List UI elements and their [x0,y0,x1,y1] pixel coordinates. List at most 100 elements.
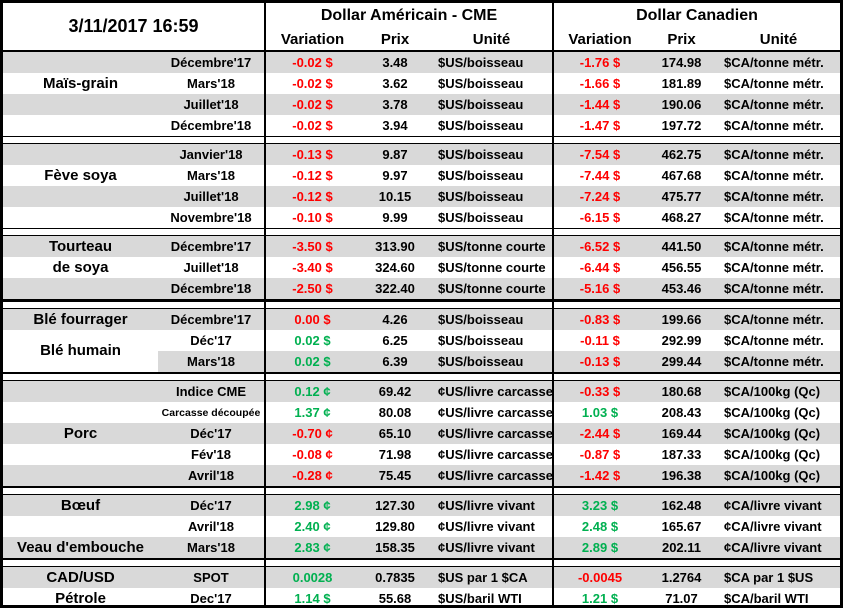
us-unit-cell: $US/boisseau [438,333,524,348]
category-cell: Porc [63,425,98,442]
category-cell [3,381,158,402]
separator-cell [3,488,264,494]
separator-cell [264,302,552,308]
section-separator [3,299,840,309]
table-row: Bœuf Déc'17 2.98 ¢ 127.30 ¢US/livre vivant 3.… [3,495,840,516]
us-unit-cell: $US/tonne courte [438,239,546,254]
contract-cell: Mars'18 [187,76,235,91]
us-price-cell: 3.48 [382,55,408,70]
us-variation-cell: 0.00 $ [264,309,359,330]
us-price-cell: 6.25 [382,333,408,348]
contract-cell: SPOT [193,570,229,585]
ca-unit-cell: $CA par 1 $US [724,570,814,585]
us-price-cell: 6.39 [382,354,408,369]
us-variation-cell: -0.02 $ [264,94,359,115]
ca-unit-cell: ¢CA/livre vivant [724,519,822,534]
ca-variation-column-header: Variation [552,28,646,50]
category-cell [3,94,158,115]
category-cell: Pétrole [55,590,106,607]
category-cell [3,186,158,207]
ca-variation-cell: 2.89 $ [552,537,646,558]
table-row: Blé humain Déc'17 0.02 $ 6.25 $US/boisseau -0… [3,330,840,359]
us-price-cell: 69.42 [378,384,412,399]
table-header: 3/11/2017 16:59 Dollar Américain - CME D… [3,3,840,52]
ca-price-cell: 174.98 [661,55,702,70]
us-price-cell: 158.35 [375,540,415,555]
us-unit-cell: $US/boisseau [438,97,524,112]
separator-cell [3,137,264,143]
category-cell [3,144,158,165]
category-cell [3,351,158,372]
separator-cell [552,137,840,143]
ca-variation-cell: -6.52 $ [552,236,646,257]
us-price-cell: 324.60 [375,260,415,275]
us-price-cell: 3.62 [382,76,408,91]
separator-cell [552,560,840,566]
ca-price-cell: 187.33 [661,447,702,462]
us-variation-cell: 2.40 ¢ [264,516,359,537]
us-price-cell: 80.08 [378,405,412,420]
separator-cell [264,488,552,494]
ca-unit-cell: $CA/100kg (Qc) [724,468,821,483]
ca-unit-cell: $CA/100kg (Qc) [724,447,821,462]
ca-unit-cell: $CA/tonne métr. [724,354,824,369]
us-unit-cell: $US/boisseau [438,55,524,70]
section-separator [3,136,840,144]
us-variation-cell: -0.12 $ [264,186,359,207]
contract-cell: Dec'17 [190,591,232,606]
contract-cell: Mars'18 [187,354,235,369]
category-cell: Blé fourrager [33,311,128,328]
table-row: Janvier'18 -0.13 $ 9.87 $US/boisseau -7.54 $… [3,144,840,165]
section-boeuf-veau: Bœuf Déc'17 2.98 ¢ 127.30 ¢US/livre vivant 3.… [3,495,840,558]
ca-price-cell: 165.67 [661,519,702,534]
us-variation-cell: 1.14 $ [264,588,359,605]
ca-variation-cell: -0.13 $ [552,351,646,372]
table-row: Maïs-grain Mars'18 -0.02 $ 3.62 $US/boisseau… [3,73,840,94]
contract-cell: Déc'17 [190,498,232,513]
us-unit-cell: ¢US/livre vivant [438,498,535,513]
table-row: Novembre'18 -0.10 $ 9.99 $US/boisseau -6.15 … [3,207,840,228]
ca-variation-cell: -0.33 $ [552,381,646,402]
ca-variation-cell: -7.44 $ [552,165,646,186]
ca-unit-cell: $CA/tonne métr. [724,312,824,327]
ca-dollar-section-title: Dollar Canadien [552,3,840,28]
section-separator [3,558,840,567]
contract-cell: Décembre'17 [170,312,252,327]
us-variation-cell: -0.10 $ [264,207,359,228]
ca-unit-cell: ¢CA/livre vivant [724,540,822,555]
ca-price-cell: 197.72 [661,118,702,133]
us-variation-cell: -0.28 ¢ [264,465,359,486]
table-row: Juillet'18 -0.02 $ 3.78 $US/boisseau -1.44 $… [3,94,840,115]
table-row: Mars'18 0.02 $ 6.39 $US/boisseau -0.13 $ 299.… [3,351,840,372]
category-cell: CAD/USD [46,569,115,586]
separator-cell [552,302,840,308]
section-devise-petrole: CAD/USD SPOT 0.0028 0.7835 $US par 1 $CA -0.0… [3,567,840,607]
us-unit-cell: $US/boisseau [438,118,524,133]
ca-variation-cell: -1.44 $ [552,94,646,115]
ca-variation-cell: -1.42 $ [552,465,646,486]
table-row: Avril'18 -0.28 ¢ 75.45 ¢US/livre carcasse -1… [3,465,840,486]
category-cell [3,115,158,136]
ca-variation-cell: -0.83 $ [552,309,646,330]
us-variation-cell: -0.02 $ [264,52,359,73]
category-cell [3,516,158,537]
us-price-cell: 75.45 [378,468,412,483]
category-cell: Fève soya [44,167,117,184]
category-cell [3,52,158,73]
us-variation-cell: 0.0028 [264,567,359,588]
contract-cell: Avril'18 [188,468,234,483]
us-unit-cell: $US/tonne courte [438,281,546,296]
section-porc: Indice CME 0.12 ¢ 69.42 ¢US/livre carcasse -… [3,381,840,486]
us-price-cell: 3.78 [382,97,408,112]
category-cell: Veau d'embouche [17,539,144,556]
category-cell: de soya [52,259,109,276]
ca-unit-cell: $CA/tonne métr. [724,118,824,133]
us-unit-cell: $US/boisseau [438,147,524,162]
ca-prix-column-header: Prix [667,30,696,48]
us-unit-cell: ¢US/livre vivant [438,540,535,555]
table-body: Décembre'17 -0.02 $ 3.48 $US/boisseau -1.76 … [3,52,840,607]
ca-unit-cell: $CA/tonne métr. [724,76,824,91]
us-variation-cell: -0.13 $ [264,144,359,165]
contract-cell: Déc'17 [190,333,232,348]
table-row: Blé fourrager Décembre'17 0.00 $ 4.26 $US/bo… [3,309,840,330]
